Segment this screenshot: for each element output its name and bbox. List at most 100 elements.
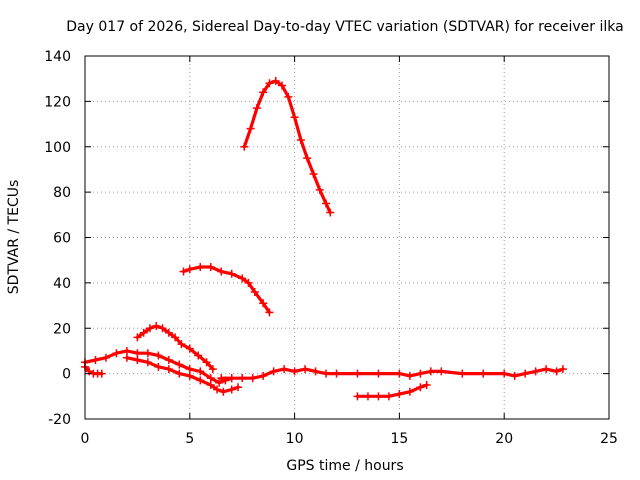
y-axis-label: SDTVAR / TECUs xyxy=(6,180,22,295)
data-point-marker xyxy=(265,308,274,317)
data-point-marker xyxy=(479,369,488,378)
x-tick-label: 5 xyxy=(185,431,194,447)
data-point-marker xyxy=(405,387,414,396)
data-point-marker xyxy=(164,328,173,337)
data-point-marker xyxy=(177,340,186,349)
data-point-marker xyxy=(196,376,205,385)
data-point-marker xyxy=(112,349,121,358)
y-tick-label: 140 xyxy=(44,49,71,65)
data-point-marker xyxy=(395,369,404,378)
data-point-marker xyxy=(353,369,362,378)
data-point-marker xyxy=(246,124,255,133)
data-point-marker xyxy=(202,358,211,367)
data-point-marker xyxy=(175,369,184,378)
data-point-marker xyxy=(194,351,203,360)
series-arc-peak-47 xyxy=(179,262,274,317)
data-point-marker xyxy=(213,385,222,394)
data-point-marker xyxy=(326,208,335,217)
data-point-marker xyxy=(259,299,268,308)
data-point-marker xyxy=(97,369,106,378)
data-point-marker xyxy=(259,371,268,380)
data-point-marker xyxy=(311,367,320,376)
data-point-marker xyxy=(185,265,194,274)
data-point-marker xyxy=(196,262,205,271)
y-tick-label: 20 xyxy=(53,321,71,337)
data-point-marker xyxy=(185,371,194,380)
data-point-marker xyxy=(278,81,287,90)
data-point-marker xyxy=(395,390,404,399)
data-point-marker xyxy=(552,367,561,376)
data-point-marker xyxy=(122,353,131,362)
data-point-marker xyxy=(322,369,331,378)
y-tick-label: 60 xyxy=(53,231,71,247)
data-point-marker xyxy=(521,369,530,378)
data-point-marker xyxy=(164,356,173,365)
data-point-marker xyxy=(296,135,305,144)
data-point-marker xyxy=(244,278,253,287)
data-point-marker xyxy=(252,104,261,113)
data-point-marker xyxy=(175,360,184,369)
series-trace xyxy=(83,349,234,385)
data-point-marker xyxy=(374,392,383,401)
data-point-marker xyxy=(422,380,431,389)
x-tick-label: 0 xyxy=(81,431,90,447)
data-point-marker xyxy=(217,267,226,276)
data-point-marker xyxy=(332,369,341,378)
data-series xyxy=(81,76,567,401)
data-point-marker xyxy=(101,353,110,362)
data-point-marker xyxy=(185,344,194,353)
data-point-marker xyxy=(458,369,467,378)
y-tick-label: 120 xyxy=(44,94,71,110)
data-point-marker xyxy=(145,324,154,333)
data-point-marker xyxy=(215,378,224,387)
data-point-marker xyxy=(196,367,205,376)
data-point-marker xyxy=(405,371,414,380)
data-point-marker xyxy=(227,269,236,278)
data-point-marker xyxy=(271,76,280,85)
data-point-marker xyxy=(374,369,383,378)
data-point-marker xyxy=(353,392,362,401)
series-arc-long-baseline xyxy=(217,365,567,383)
x-tick-label: 15 xyxy=(390,431,408,447)
data-point-marker xyxy=(91,356,100,365)
series-arc-peak-21 xyxy=(133,321,217,374)
data-point-marker xyxy=(139,328,148,337)
data-point-marker xyxy=(133,333,142,342)
data-point-marker xyxy=(185,365,194,374)
data-point-marker xyxy=(152,321,161,330)
data-point-marker xyxy=(154,351,163,360)
data-point-marker xyxy=(250,287,259,296)
data-point-marker xyxy=(322,199,331,208)
data-point-marker xyxy=(248,374,257,383)
data-point-marker xyxy=(558,365,567,374)
data-point-marker xyxy=(143,358,152,367)
data-point-marker xyxy=(531,367,540,376)
data-point-marker xyxy=(315,185,324,194)
data-point-marker xyxy=(265,79,274,88)
data-point-marker xyxy=(384,392,393,401)
data-point-marker xyxy=(217,374,226,383)
data-point-marker xyxy=(301,365,310,374)
data-point-marker xyxy=(238,274,247,283)
y-tick-label: 40 xyxy=(53,276,71,292)
axis-ticks: -20 0 20 40 60 80 100 120 140 0 5 10 15 20 25 xyxy=(44,49,618,447)
data-point-marker xyxy=(206,262,215,271)
data-point-marker xyxy=(219,387,228,396)
data-point-marker xyxy=(416,369,425,378)
x-tick-label: 25 xyxy=(600,431,618,447)
data-point-marker xyxy=(206,380,215,389)
series-arc-peak-130 xyxy=(240,76,335,217)
y-tick-label: 100 xyxy=(44,140,71,156)
data-point-marker xyxy=(510,371,519,380)
data-point-marker xyxy=(284,92,293,101)
data-point-marker xyxy=(290,113,299,122)
chart-title: Day 017 of 2026, Sidereal Day-to-day VTE… xyxy=(66,19,623,35)
data-point-marker xyxy=(238,374,247,383)
data-point-marker xyxy=(280,365,289,374)
data-point-marker xyxy=(143,349,152,358)
data-point-marker xyxy=(227,374,236,383)
series-trace xyxy=(219,367,565,380)
data-point-marker xyxy=(171,333,180,342)
data-point-marker xyxy=(259,88,268,97)
